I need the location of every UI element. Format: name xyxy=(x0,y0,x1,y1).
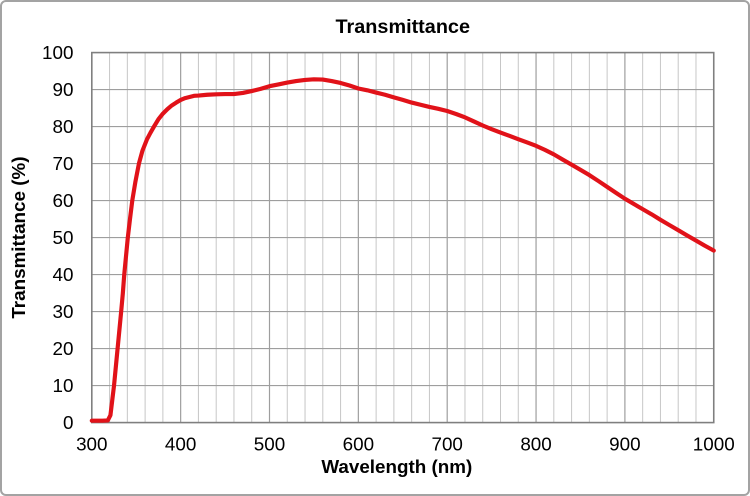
x-tick-label: 400 xyxy=(165,433,196,454)
chart-title: Transmittance xyxy=(336,16,470,38)
y-tick-label: 50 xyxy=(52,227,73,248)
y-tick-label: 70 xyxy=(52,153,73,174)
x-tick-label: 700 xyxy=(431,433,462,454)
y-tick-label: 60 xyxy=(52,190,73,211)
plot-border xyxy=(91,51,715,424)
y-tick-label: 80 xyxy=(52,116,73,137)
x-tick-label: 900 xyxy=(609,433,640,454)
y-tick-label: 40 xyxy=(52,264,73,285)
x-tick-label: 500 xyxy=(254,433,285,454)
x-tick-label: 600 xyxy=(343,433,374,454)
x-tick-label: 1000 xyxy=(693,433,735,454)
y-tick-label: 10 xyxy=(52,375,73,396)
y-tick-label: 90 xyxy=(52,79,73,100)
y-tick-label: 30 xyxy=(52,301,73,322)
y-tick-label: 0 xyxy=(63,412,73,433)
transmittance-curve xyxy=(89,77,716,423)
x-axis-label: Wavelength (nm) xyxy=(321,456,472,477)
x-axis-tick-labels: 300 400 500 600 700 800 900 1000 xyxy=(76,433,735,454)
y-tick-label: 20 xyxy=(52,338,73,359)
x-tick-label: 300 xyxy=(76,433,107,454)
grid xyxy=(91,52,714,423)
x-tick-label: 800 xyxy=(520,433,551,454)
y-axis-tick-labels: 0 10 20 30 40 50 60 70 80 90 100 xyxy=(42,42,73,433)
y-tick-label: 100 xyxy=(42,42,73,63)
y-axis-label: Transmittance (%) xyxy=(8,156,29,318)
